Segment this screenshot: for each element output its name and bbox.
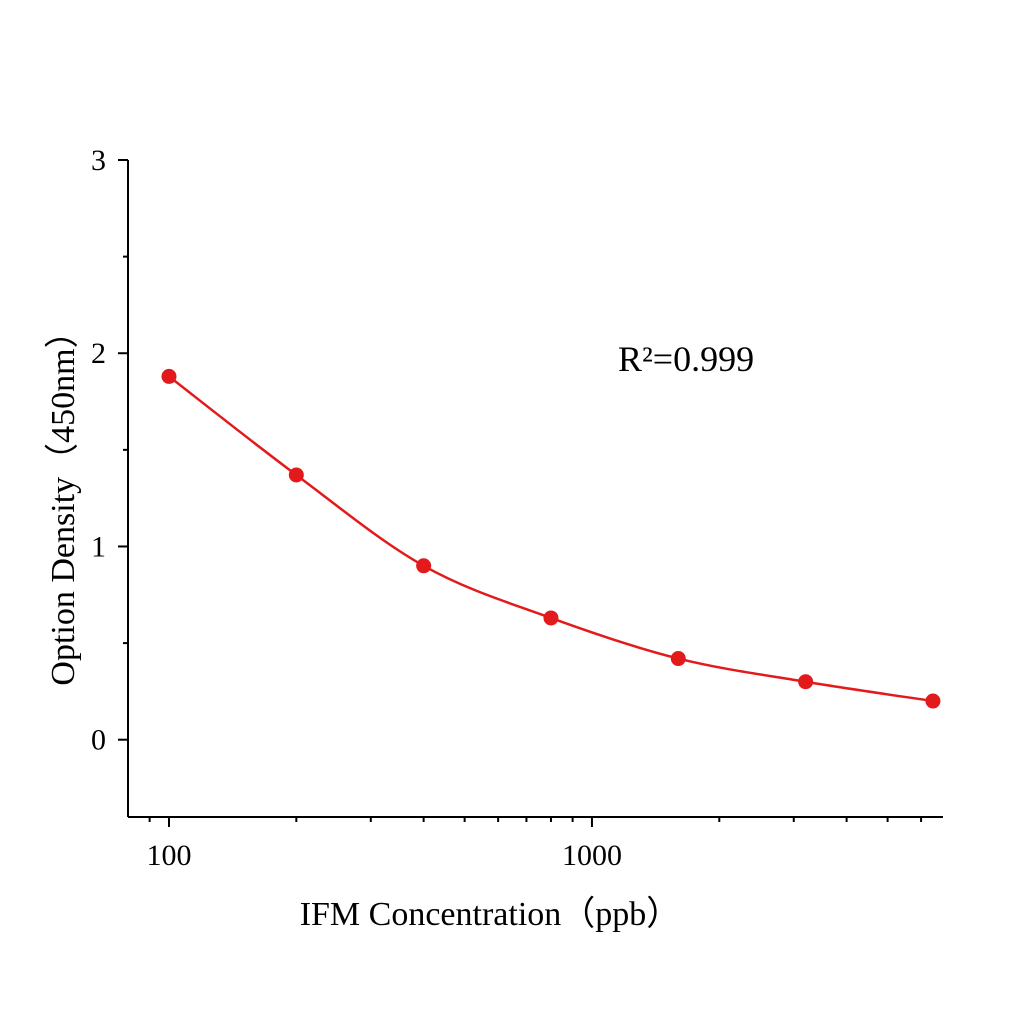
data-point bbox=[161, 368, 177, 384]
y-tick-label: 2 bbox=[91, 337, 106, 370]
data-point bbox=[670, 651, 686, 667]
y-tick-label: 1 bbox=[91, 530, 106, 563]
data-point bbox=[798, 674, 814, 690]
x-tick-label: 100 bbox=[146, 839, 191, 872]
y-axis-label: Option Density（450nm） bbox=[44, 314, 82, 685]
data-point bbox=[416, 558, 432, 574]
annotation: R²=0.999 bbox=[618, 339, 754, 379]
y-tick-label: 3 bbox=[91, 144, 106, 177]
fit-line bbox=[168, 375, 934, 703]
data-point bbox=[288, 467, 304, 483]
y-tick-label: 0 bbox=[91, 724, 106, 757]
x-tick-label: 1000 bbox=[562, 839, 622, 872]
x-axis-label: IFM Concentration（ppb） bbox=[300, 895, 681, 933]
data-point bbox=[925, 693, 941, 709]
data-point bbox=[543, 610, 559, 626]
